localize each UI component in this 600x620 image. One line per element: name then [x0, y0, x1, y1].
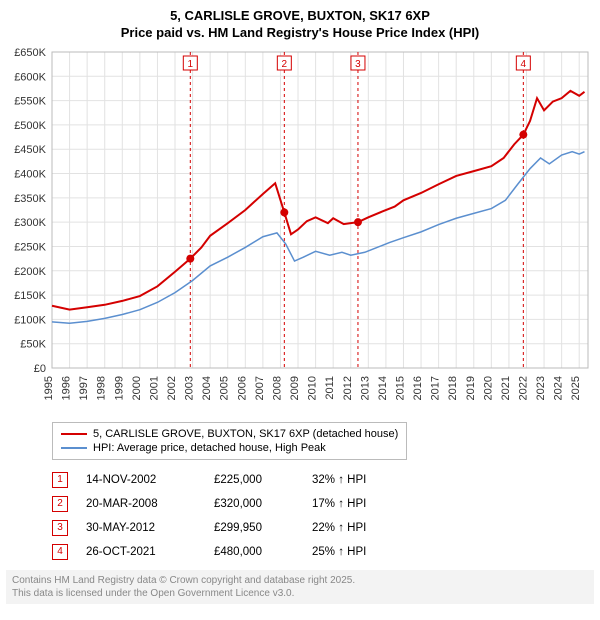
legend-swatch [61, 447, 87, 449]
transaction-number: 2 [52, 496, 68, 512]
svg-text:2002: 2002 [166, 376, 178, 400]
svg-text:2015: 2015 [394, 376, 406, 400]
transaction-diff: 22% ↑ HPI [312, 522, 412, 534]
transaction-diff: 17% ↑ HPI [312, 498, 412, 510]
svg-text:2021: 2021 [500, 376, 512, 400]
transaction-date: 30-MAY-2012 [86, 522, 196, 534]
svg-text:£450K: £450K [14, 144, 46, 156]
svg-text:2023: 2023 [535, 376, 547, 400]
svg-text:2: 2 [282, 59, 288, 70]
transaction-price: £320,000 [214, 498, 294, 510]
svg-text:2005: 2005 [219, 376, 231, 400]
svg-text:2025: 2025 [570, 376, 582, 400]
svg-text:£150K: £150K [14, 290, 46, 302]
transaction-diff: 25% ↑ HPI [312, 546, 412, 558]
transaction-row: 3 30-MAY-2012 £299,950 22% ↑ HPI [52, 516, 594, 540]
svg-text:2001: 2001 [148, 376, 160, 400]
svg-text:£250K: £250K [14, 241, 46, 253]
footer: Contains HM Land Registry data © Crown c… [6, 570, 594, 604]
transaction-number: 3 [52, 520, 68, 536]
svg-text:2012: 2012 [342, 376, 354, 400]
svg-text:2011: 2011 [324, 376, 336, 400]
svg-text:£500K: £500K [14, 120, 46, 132]
svg-text:£350K: £350K [14, 193, 46, 205]
title-block: 5, CARLISLE GROVE, BUXTON, SK17 6XP Pric… [0, 0, 600, 46]
svg-text:£50K: £50K [20, 338, 46, 350]
svg-text:£600K: £600K [14, 71, 46, 83]
svg-text:3: 3 [355, 59, 361, 70]
svg-text:2013: 2013 [359, 376, 371, 400]
transaction-date: 20-MAR-2008 [86, 498, 196, 510]
svg-text:2019: 2019 [465, 376, 477, 400]
transaction-row: 4 26-OCT-2021 £480,000 25% ↑ HPI [52, 540, 594, 564]
transaction-price: £299,950 [214, 522, 294, 534]
svg-text:2022: 2022 [517, 376, 529, 400]
title-line2: Price paid vs. HM Land Registry's House … [0, 25, 600, 42]
title-line1: 5, CARLISLE GROVE, BUXTON, SK17 6XP [0, 8, 600, 25]
svg-text:2010: 2010 [307, 376, 319, 400]
svg-text:2024: 2024 [553, 376, 565, 400]
chart-area: £0 £50K £100K £150K £200K £250K £300K £350K £400… [0, 46, 600, 416]
legend-row: 5, CARLISLE GROVE, BUXTON, SK17 6XP (det… [61, 427, 398, 441]
transaction-row: 2 20-MAR-2008 £320,000 17% ↑ HPI [52, 492, 594, 516]
legend-swatch [61, 433, 87, 435]
transaction-number: 1 [52, 472, 68, 488]
chart-container: 5, CARLISLE GROVE, BUXTON, SK17 6XP Pric… [0, 0, 600, 604]
svg-text:£650K: £650K [14, 47, 46, 59]
svg-text:2003: 2003 [184, 376, 196, 400]
svg-text:2014: 2014 [377, 376, 389, 400]
transaction-number: 4 [52, 544, 68, 560]
transaction-diff: 32% ↑ HPI [312, 474, 412, 486]
svg-text:2020: 2020 [482, 376, 494, 400]
svg-text:£400K: £400K [14, 168, 46, 180]
svg-text:£0: £0 [34, 363, 46, 375]
svg-text:2004: 2004 [201, 376, 213, 400]
svg-text:2018: 2018 [447, 376, 459, 400]
transactions-table: 1 14-NOV-2002 £225,000 32% ↑ HPI 2 20-MAR-200… [52, 468, 594, 564]
chart-svg: £0 £50K £100K £150K £200K £250K £300K £350K £400… [0, 46, 600, 416]
svg-text:1996: 1996 [61, 376, 73, 400]
svg-text:2006: 2006 [236, 376, 248, 400]
transaction-date: 26-OCT-2021 [86, 546, 196, 558]
svg-text:1999: 1999 [113, 376, 125, 400]
legend-label: HPI: Average price, detached house, High… [93, 442, 326, 454]
transaction-price: £480,000 [214, 546, 294, 558]
transaction-row: 1 14-NOV-2002 £225,000 32% ↑ HPI [52, 468, 594, 492]
svg-text:£100K: £100K [14, 314, 46, 326]
legend-row: HPI: Average price, detached house, High… [61, 441, 398, 455]
transaction-date: 14-NOV-2002 [86, 474, 196, 486]
svg-text:1: 1 [188, 59, 194, 70]
svg-text:£550K: £550K [14, 95, 46, 107]
svg-text:£300K: £300K [14, 217, 46, 229]
svg-text:1997: 1997 [78, 376, 90, 400]
svg-text:2016: 2016 [412, 376, 424, 400]
footer-line2: This data is licensed under the Open Gov… [12, 587, 588, 600]
svg-text:1998: 1998 [96, 376, 108, 400]
footer-line1: Contains HM Land Registry data © Crown c… [12, 574, 588, 587]
svg-text:4: 4 [521, 59, 527, 70]
svg-text:£200K: £200K [14, 266, 46, 278]
legend: 5, CARLISLE GROVE, BUXTON, SK17 6XP (det… [52, 422, 407, 460]
svg-text:2017: 2017 [430, 376, 442, 400]
svg-text:2009: 2009 [289, 376, 301, 400]
svg-text:2000: 2000 [131, 376, 143, 400]
legend-label: 5, CARLISLE GROVE, BUXTON, SK17 6XP (det… [93, 428, 398, 440]
svg-text:2007: 2007 [254, 376, 266, 400]
svg-text:2008: 2008 [271, 376, 283, 400]
svg-text:1995: 1995 [43, 376, 55, 400]
transaction-price: £225,000 [214, 474, 294, 486]
